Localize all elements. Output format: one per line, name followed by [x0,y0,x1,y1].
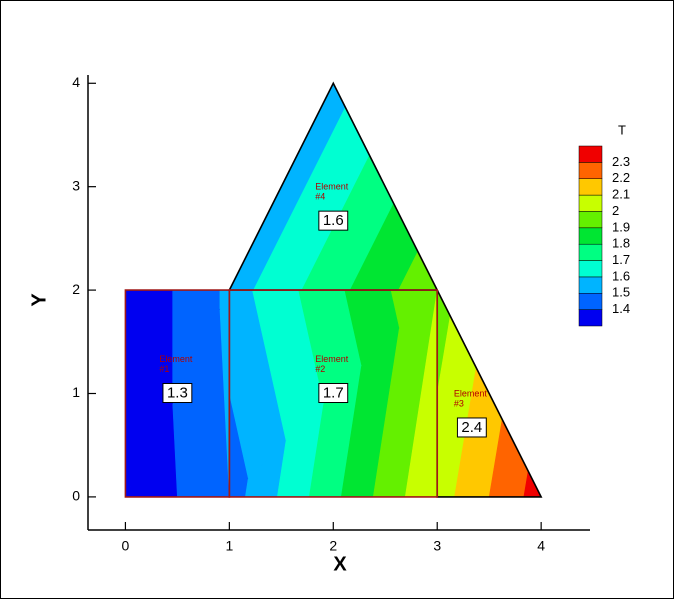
legend-swatch [578,276,603,294]
value-box [162,383,193,403]
element-name: Element [159,354,193,364]
legend-swatch [578,211,603,229]
legend-swatch [578,243,603,261]
element-value: 1.6 [323,212,344,229]
legend: T 1.41.5 1.61.71.8 1.922.1 2.22.3 [578,122,630,327]
x-tick-label: 3 [433,538,441,554]
legend-swatch [578,162,603,179]
legend-swatch [578,260,603,278]
element-name: #1 [159,364,169,374]
value-box [318,210,349,231]
element-value: 2.4 [461,419,482,436]
axes: 0 1 2 3 4 0 1 2 3 4 [72,74,590,554]
element-name: Element [454,388,488,398]
y-tick-label: 1 [72,384,80,400]
legend-swatch [578,227,603,245]
element-edge [124,289,231,498]
legend-swatch [578,293,603,310]
legend-level: 1.9 [612,219,630,234]
legend-level: 1.6 [612,268,630,283]
legend-level: 1.4 [612,301,630,316]
contour-bands [124,82,542,498]
x-tick-label: 0 [122,538,130,554]
legend-level: 2.3 [612,154,630,169]
legend-title: T [618,122,626,137]
element-name: #2 [315,364,325,374]
legend-level: 1.5 [612,285,630,300]
element-edges [124,81,543,498]
legend-level: 2.2 [612,170,630,185]
legend-swatch [578,309,603,327]
legend-swatch [578,178,603,196]
element-name: Element [315,182,349,192]
y-tick-label: 2 [72,281,80,297]
legend-level: 1.7 [612,252,630,267]
x-tick-label: 1 [225,538,233,554]
x-axis-label: X [333,553,347,575]
legend-swatch [578,145,603,163]
element-name: #3 [454,398,464,408]
x-tick-label: 4 [537,538,545,554]
legend-swatch [578,194,603,212]
legend-level: 1.8 [612,236,630,251]
legend-level: 2 [612,203,619,218]
value-box [318,383,349,403]
y-tick-label: 0 [72,488,80,504]
y-tick-label: 4 [72,74,80,90]
element-value: 1.3 [167,384,188,401]
y-tick-label: 3 [72,177,80,193]
value-box [456,417,487,438]
x-tick-label: 2 [329,538,337,554]
legend-level: 2.1 [612,187,630,202]
element-name: #4 [315,192,325,202]
element-value: 1.7 [323,384,344,401]
element-name: Element [315,354,349,364]
y-axis-label: Y [28,293,50,307]
